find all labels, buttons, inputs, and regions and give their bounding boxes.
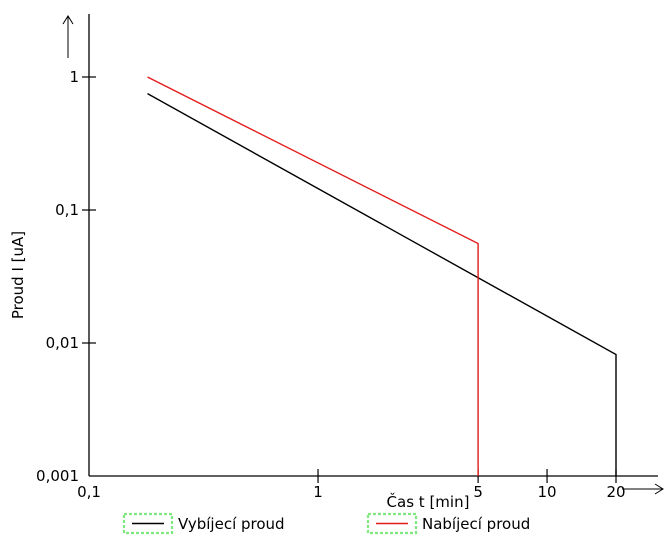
legend-swatch-box xyxy=(122,512,174,535)
x-tick-label: 1 xyxy=(313,483,323,501)
series-layer xyxy=(147,76,617,476)
y-tick-label: 0,001 xyxy=(36,467,79,485)
x-tick-label: 0,1 xyxy=(77,483,101,501)
series-line-nabijeci xyxy=(147,76,479,476)
axes xyxy=(62,14,664,495)
y-tick-label: 0,01 xyxy=(46,334,79,352)
legend-label: Nabíjecí proud xyxy=(422,515,530,533)
legend-swatch-box xyxy=(366,512,418,535)
y-tick-label: 1 xyxy=(69,68,79,86)
y-axis-title: Proud I [uA] xyxy=(9,231,27,319)
series-line-vybijeci xyxy=(147,92,617,476)
x-axis-title: Čas t [min] xyxy=(387,492,470,511)
x-tick-label: 20 xyxy=(606,483,625,501)
y-tick-label: 0,1 xyxy=(55,201,79,219)
ticks: 0,001 0,01 0,1 1 0,1 1 5 10 20 xyxy=(36,68,626,501)
y-axis-arrow-head xyxy=(62,15,74,25)
x-axis-arrow-head xyxy=(654,483,664,495)
x-tick-label: 10 xyxy=(538,483,557,501)
legend-label: Vybíjecí proud xyxy=(178,515,285,533)
x-tick-label: 5 xyxy=(473,483,483,501)
legend: Vybíjecí proud Nabíjecí proud xyxy=(122,512,530,535)
